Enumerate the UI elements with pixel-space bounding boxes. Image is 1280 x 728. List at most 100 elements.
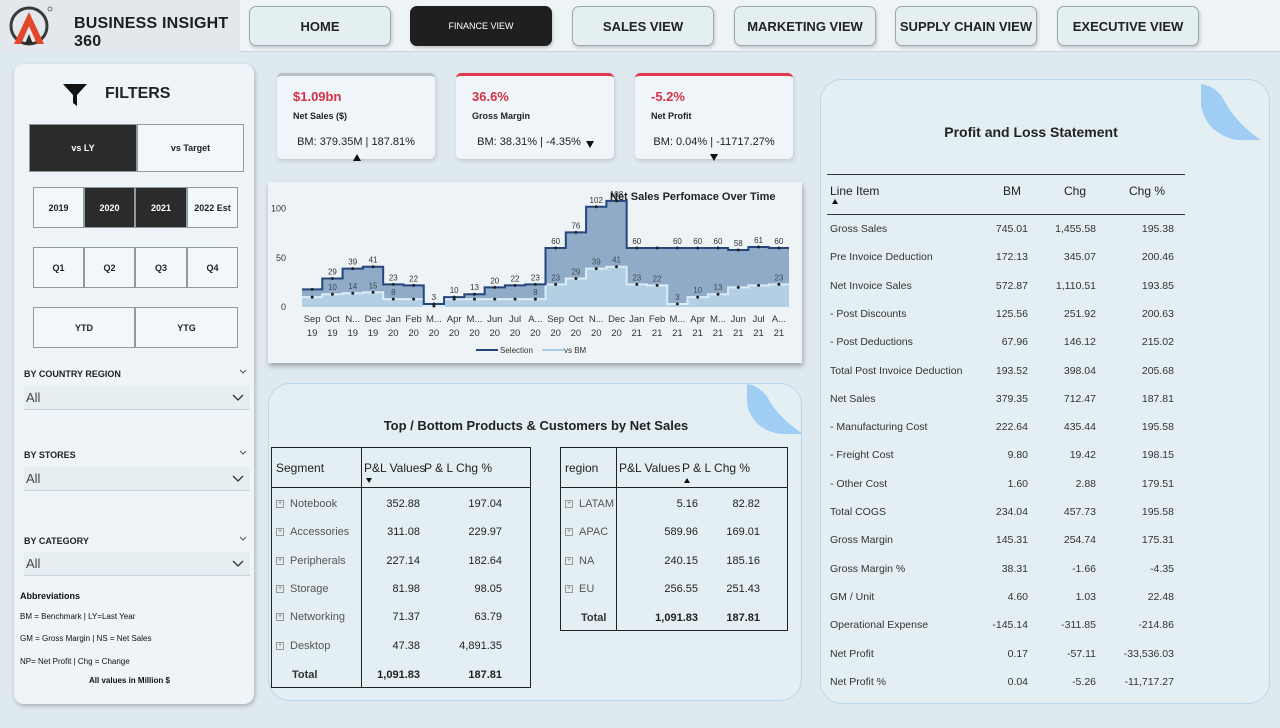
expand-icon[interactable]: + — [276, 613, 284, 622]
pl-header-line-item[interactable]: Line Item — [830, 184, 880, 198]
x-tick-label: M... — [710, 314, 726, 325]
sort-desc-icon — [366, 478, 372, 483]
chevron-down-icon[interactable] — [239, 535, 247, 543]
nav-executive-view-button[interactable]: EXECUTIVE VIEW — [1057, 6, 1199, 46]
pl-header-bm[interactable]: BM — [1003, 184, 1021, 198]
kpi-net-sales-card[interactable]: $1.09bn Net Sales ($) BM: 379.35M | 187.… — [277, 73, 435, 161]
nav-home-button[interactable]: HOME — [249, 6, 391, 46]
table-header[interactable]: P&L Values — [619, 461, 681, 475]
table-row[interactable]: + Peripherals — [276, 555, 346, 567]
pl-chg-pct: 195.58 — [1141, 506, 1174, 518]
selection-point — [716, 246, 720, 250]
x-tick-label: 21 — [713, 328, 724, 339]
x-tick-label: Sep — [304, 314, 321, 325]
country-region-value: All — [26, 390, 41, 405]
period-ytd-button[interactable]: YTD — [33, 307, 135, 348]
row-label: Networking — [290, 611, 346, 624]
benchmark-point — [371, 290, 375, 294]
table-row[interactable]: + Accessories — [276, 526, 349, 538]
quarter-q3-button[interactable]: Q3 — [135, 247, 187, 288]
table-row[interactable]: + Storage — [276, 583, 329, 595]
expand-icon[interactable]: + — [276, 641, 284, 650]
expand-icon[interactable]: + — [276, 584, 284, 593]
chevron-down-icon — [232, 560, 244, 567]
kpi-gross-margin-card[interactable]: 36.6% Gross Margin BM: 38.31% | -4.35% — [456, 73, 614, 159]
net-sales-chart-card[interactable]: 29 39 41 23 22 3 10 13 20 22 23 60 76 102 108 60 60 60 60 5… — [268, 182, 802, 363]
row-value: 81.98 — [392, 582, 420, 595]
x-tick-label: Dec — [365, 314, 382, 325]
nav-marketing-view-button[interactable]: MARKETING VIEW — [734, 6, 876, 46]
expand-icon[interactable]: + — [276, 528, 284, 537]
data-label: 15 — [369, 281, 378, 290]
table-row[interactable]: + LATAM — [565, 498, 614, 510]
filter-funnel-icon — [63, 84, 87, 106]
table-header[interactable]: P&L Values — [364, 461, 426, 475]
quarter-q2-button[interactable]: Q2 — [84, 247, 135, 288]
table-header[interactable]: region — [565, 461, 599, 475]
selection-point — [757, 245, 761, 249]
compare-vs-ly-button[interactable]: vs LY — [29, 124, 137, 172]
quarter-q1-button[interactable]: Q1 — [33, 247, 84, 288]
table-row[interactable]: + EU — [565, 583, 594, 595]
chevron-down-icon[interactable] — [239, 449, 247, 457]
benchmark-point — [777, 282, 781, 286]
pl-bm: 145.31 — [995, 534, 1028, 547]
table-row[interactable]: + Desktop — [276, 640, 330, 652]
pl-line-item: Gross Margin — [830, 534, 894, 547]
year-2019-button[interactable]: 2019 — [33, 187, 84, 228]
pl-bm: 0.17 — [1007, 647, 1028, 660]
table-header[interactable]: P & L Chg % — [682, 461, 751, 475]
kpi-net-profit-card[interactable]: -5.2% Net Profit BM: 0.04% | -11717.27% — [635, 73, 793, 161]
compare-vs-target-button[interactable]: vs Target — [137, 124, 244, 172]
expand-icon[interactable]: + — [276, 500, 284, 509]
nav-supply-chain-view-button[interactable]: SUPPLY CHAIN VIEW — [895, 6, 1037, 46]
row-label: Notebook — [290, 498, 338, 510]
table-header[interactable]: Segment — [276, 461, 325, 475]
pl-row: - Post Discounts 125.56 251.92 200.63 — [830, 308, 1190, 322]
x-tick-label: Jan — [629, 314, 644, 325]
year-2020-button[interactable]: 2020 — [84, 187, 135, 228]
pl-line-item: - Freight Cost — [830, 449, 894, 462]
chevron-down-icon[interactable] — [239, 368, 247, 376]
y-tick-label: 50 — [276, 253, 286, 263]
kpi-value: 36.6% — [472, 89, 509, 104]
row-label: Storage — [290, 582, 329, 595]
chart-title: Net Sales Perfomace Over Time — [610, 191, 776, 203]
nav-sales-view-button[interactable]: SALES VIEW — [572, 6, 714, 46]
pl-chg: 345.07 — [1063, 251, 1096, 264]
selection-point — [513, 283, 517, 287]
stores-select[interactable]: All — [24, 467, 250, 491]
table-row[interactable]: + NA — [565, 555, 594, 567]
pl-header-chg[interactable]: Chg — [1064, 184, 1087, 198]
region-table: region P&L Values P & L Chg % + LATAM 5.16 82.… — [560, 447, 788, 631]
category-select[interactable]: All — [24, 552, 250, 576]
pl-header-chg-pct[interactable]: Chg % — [1129, 184, 1166, 198]
x-tick-label: 19 — [307, 328, 318, 339]
x-tick-label: Jun — [731, 314, 746, 325]
expand-icon[interactable]: + — [565, 528, 573, 537]
x-tick-label: 20 — [388, 328, 399, 339]
period-ytg-button[interactable]: YTG — [135, 307, 238, 348]
country-region-label: BY COUNTRY REGION — [24, 369, 121, 379]
x-tick-label: M... — [426, 314, 442, 325]
x-tick-label: Jan — [386, 314, 401, 325]
pl-row: - Post Deductions 67.96 146.12 215.02 — [830, 336, 1190, 350]
nav-finance-view-button[interactable]: FINANCE VIEW — [410, 6, 552, 46]
expand-icon[interactable]: + — [276, 556, 284, 565]
expand-icon[interactable]: + — [565, 500, 573, 509]
data-label: 22 — [409, 274, 418, 283]
selection-point — [533, 282, 537, 286]
pl-row: - Other Cost 1.60 2.88 179.51 — [830, 478, 1190, 492]
expand-icon[interactable]: + — [565, 584, 573, 593]
table-row[interactable]: + Networking — [276, 611, 345, 623]
year-2021-button[interactable]: 2021 — [135, 187, 187, 228]
country-region-select[interactable]: All — [24, 386, 250, 410]
total-label: Total — [292, 669, 318, 681]
quarter-q4-button[interactable]: Q4 — [187, 247, 238, 288]
table-header[interactable]: P & L Chg % — [424, 461, 493, 475]
expand-icon[interactable]: + — [565, 556, 573, 565]
table-row[interactable]: + APAC — [565, 526, 608, 538]
year-2022-est-button[interactable]: 2022 Est — [187, 187, 238, 228]
table-row[interactable]: + Notebook — [276, 498, 337, 510]
x-tick-label: 20 — [489, 328, 500, 339]
